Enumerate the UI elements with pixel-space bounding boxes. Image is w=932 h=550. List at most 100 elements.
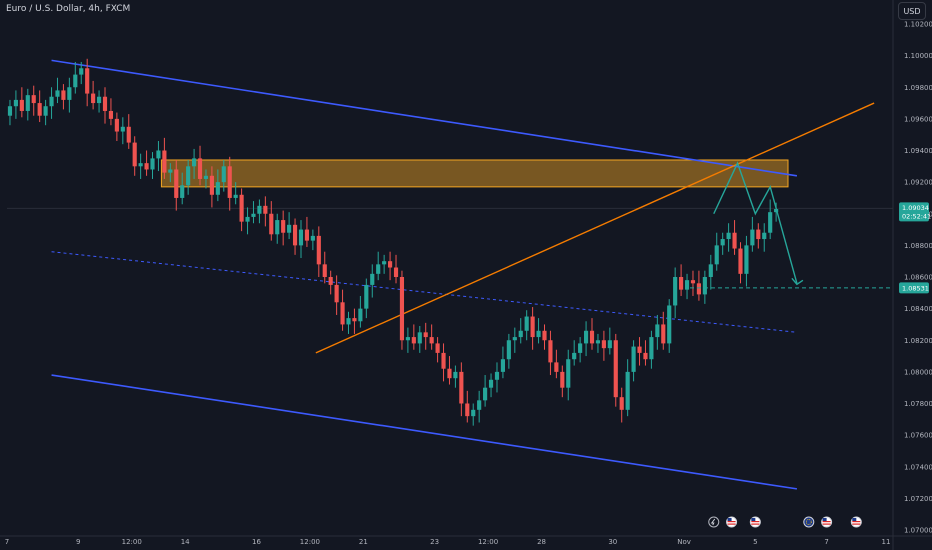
candle-body — [192, 158, 197, 167]
candle — [25, 88, 30, 121]
candle-body — [506, 340, 511, 360]
candle — [43, 99, 48, 126]
projection-path — [713, 161, 798, 284]
candle-body — [655, 324, 660, 338]
candle — [667, 299, 672, 353]
candle-body — [708, 264, 713, 277]
candle — [91, 80, 96, 110]
candle-body — [138, 163, 143, 167]
candle-body — [679, 277, 684, 290]
price-tick-label: 1.08600 — [904, 274, 932, 282]
candle — [548, 330, 553, 376]
candle — [762, 223, 767, 252]
candle — [144, 150, 149, 176]
candle — [67, 77, 72, 113]
us-flag-icon[interactable] — [821, 516, 833, 528]
candle — [37, 90, 42, 123]
candle-body — [738, 248, 743, 274]
candle-body — [37, 103, 42, 116]
candle-body — [227, 166, 232, 198]
candle — [197, 145, 203, 186]
time-tick-label: 23 — [430, 538, 439, 546]
resistance-zone-layer — [160, 159, 789, 188]
price-tick-label: 1.10000 — [904, 52, 932, 60]
candle — [358, 295, 363, 328]
candle — [512, 327, 517, 353]
candle — [150, 152, 155, 179]
candle — [714, 232, 719, 271]
candle-body — [768, 212, 773, 233]
candle — [85, 58, 90, 107]
candle — [19, 87, 24, 118]
upper-channel-line — [51, 59, 798, 177]
candle — [162, 137, 167, 179]
time-tick-label: 12:00 — [478, 538, 498, 546]
earnings-icon[interactable] — [708, 516, 720, 528]
candle — [376, 251, 381, 281]
time-tick-label: 7 — [5, 538, 9, 546]
currency-button[interactable]: USD — [898, 2, 926, 20]
us-flag-icon[interactable] — [850, 516, 862, 528]
us-flag-icon-stripe — [751, 523, 760, 525]
candle-body — [477, 400, 482, 410]
time-tick-label: 12:00 — [300, 538, 320, 546]
candle-body — [667, 305, 672, 344]
candle — [251, 201, 256, 224]
price-tick-label: 1.09200 — [904, 179, 932, 187]
candle — [180, 172, 185, 205]
candle — [393, 254, 399, 284]
eu-flag-icon-disc — [803, 516, 815, 528]
us-flag-icon[interactable] — [726, 516, 738, 528]
candle-body — [423, 332, 428, 338]
candle-body — [209, 175, 214, 195]
candle — [316, 226, 321, 277]
candle-body — [578, 343, 583, 353]
candle-body — [613, 340, 618, 398]
time-tick-label: 28 — [537, 538, 546, 546]
candle-body — [96, 96, 102, 104]
candle-body — [180, 185, 185, 198]
candle-body — [542, 330, 547, 341]
candle-body — [393, 267, 399, 277]
candle-body — [150, 158, 155, 170]
candle-body — [73, 74, 78, 88]
candle-body — [441, 352, 446, 369]
eu-flag-icon[interactable] — [803, 516, 815, 528]
candle-body — [488, 379, 494, 388]
candle-body — [245, 216, 250, 222]
us-flag-icon-stripe — [822, 521, 831, 523]
candle — [471, 403, 476, 426]
price-tick-label: 1.07400 — [904, 463, 932, 471]
countdown-label: 02:52:41 — [902, 212, 931, 220]
us-flag-icon[interactable] — [749, 516, 761, 528]
candle-body — [417, 332, 422, 344]
candle-body — [174, 169, 179, 198]
candle — [708, 254, 713, 290]
candle-body — [358, 308, 363, 322]
candle-body — [595, 340, 601, 344]
candle — [524, 310, 529, 341]
time-tick-label: 16 — [252, 538, 261, 546]
time-tick-label: 7 — [824, 538, 828, 546]
candle-body — [316, 235, 321, 265]
symbol-title[interactable]: Euro / U.S. Dollar, 4h, FXCM — [6, 4, 131, 14]
candle-body — [162, 150, 167, 173]
candle — [607, 327, 612, 355]
candle — [304, 216, 310, 247]
candle — [583, 321, 589, 357]
candle — [387, 251, 393, 281]
price-tick-label: 1.08800 — [904, 242, 932, 250]
candle-body — [536, 330, 541, 338]
candle-body — [85, 68, 90, 94]
candle-body — [643, 352, 648, 360]
us-flag-icon-stripe — [852, 523, 861, 525]
candle — [494, 362, 500, 393]
candle — [435, 337, 440, 363]
candle-body — [500, 359, 506, 372]
candle-body — [720, 239, 725, 246]
candle — [263, 196, 268, 227]
candle-body — [566, 359, 571, 388]
candle — [447, 356, 452, 385]
candle-body — [7, 106, 13, 116]
